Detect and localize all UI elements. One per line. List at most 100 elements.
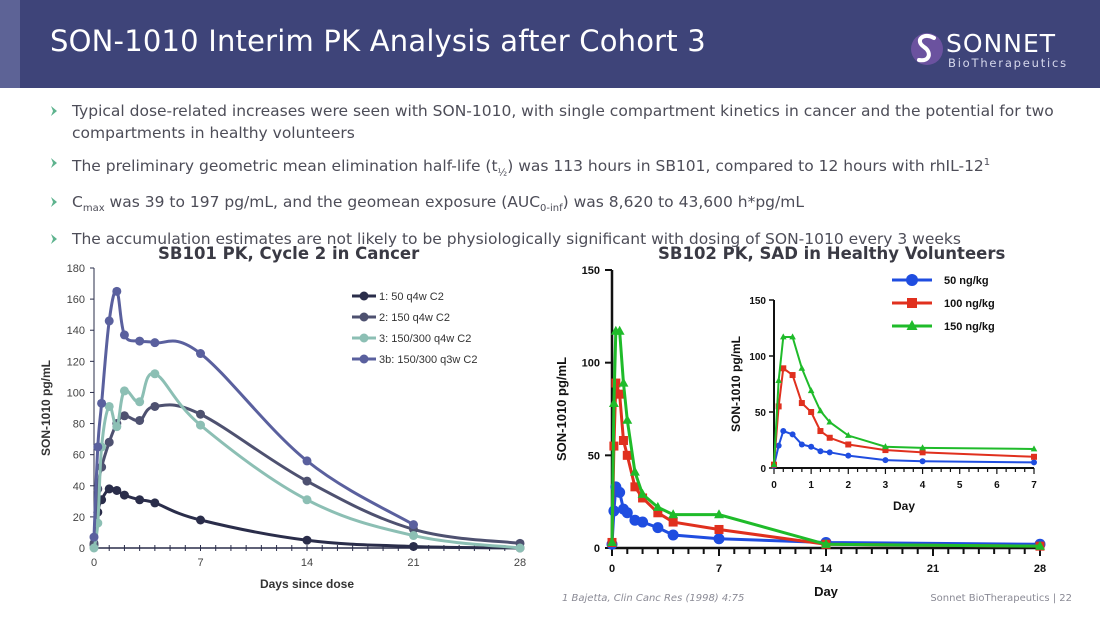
chart2-x-tick-label: 7 [716,563,722,575]
inset-series-line [773,335,1035,465]
chart1-y-tick-label: 20 [73,512,85,524]
chart1-data-point [196,409,205,419]
inset-x-tick-label: 6 [994,480,1000,491]
chart2-y-tick-label: 0 [594,543,600,555]
inset-data-point [780,365,787,372]
chart2-legend-label: 150 ng/kg [944,321,995,333]
chart1-legend-marker [359,291,369,301]
chart1-x-tick-label: 21 [407,557,419,569]
chart1-data-point [409,531,418,541]
inset-data-point [919,449,926,456]
bullet-subscript: max [82,203,105,215]
chart1-legend-marker [359,312,369,322]
inset-data-point [844,431,852,438]
inset-series-line [773,366,1035,465]
chart1-data-point [135,495,145,505]
chart1-y-tick-label: 120 [67,356,85,368]
chart2-data-point [714,524,724,534]
chart1-y-tick-label: 160 [67,294,85,306]
chart1-data-point [89,532,99,542]
inset-data-point [798,364,806,371]
chart2-data-point [618,377,629,387]
chart2-y-axis-label: SON-1010 pg/mL [554,357,569,461]
chart2-x-tick-label: 0 [609,563,615,575]
sb101-pk-chart: 0 20 40 60 80 100 120 140 160 180 0 7 14 21 28 Days sin… [39,263,526,591]
inset-x-tick-label: 4 [920,480,926,491]
chart1-data-point [112,286,122,296]
chart2-data-point [668,517,678,527]
chart1-data-point [302,535,312,545]
chart2-data-point [652,501,663,511]
inset-x-tick-label: 3 [883,480,889,491]
inset-x-tick-label: 5 [957,480,963,491]
chart1-data-point [135,336,145,346]
inset-data-point [919,444,926,451]
chart2-data-point [614,486,626,498]
chart2-data-point [653,508,663,518]
bullet-text: Typical dose-related increases were seen… [72,102,1054,142]
header-accent-stripe [0,0,20,88]
inset-data-point [1031,453,1037,460]
chart2-x-tick-label: 21 [927,563,939,575]
chart2-legend-label: 50 ng/kg [944,275,989,287]
inset-data-point [808,409,815,415]
inset-data-point [882,457,889,464]
chart2-x-axis-label: Day [814,584,839,598]
inset-data-point [775,377,782,384]
chart2-data-point [621,507,633,519]
chart2-data-point [667,529,679,541]
chart1-data-point [104,401,114,411]
chart1-data-point [302,476,312,486]
chart2-x-tick-label: 28 [1034,563,1046,575]
inset-data-point [826,434,833,441]
inset-x-tick-label: 7 [1031,480,1037,491]
chart1-y-tick-label: 40 [73,481,85,493]
chart1-data-point [196,515,205,525]
chart1-y-tick-label: 80 [73,419,85,431]
bullet-text: ) was 8,620 to 43,600 h*pg/mL [562,193,804,212]
chart1-legend-label: 3b: 150/300 q3w C2 [379,354,477,366]
chart2-data-point [614,325,625,335]
inset-data-point [807,387,815,394]
chart2-legend-marker [906,320,918,330]
chart1-y-axis-label: SON-1010 pg/mL [39,360,53,456]
bullet-arrow-icon [51,157,57,168]
inset-data-point [789,431,796,438]
chart1-data-point [135,415,145,425]
chart2-data-point [622,414,633,424]
chart1-data-point [97,398,107,408]
chart2-y-tick-label: 150 [582,265,600,277]
inset-data-point [826,449,833,456]
logo-wordmark: SONNET [946,29,1057,58]
inset-data-point [770,461,778,468]
inset-data-point [826,418,834,425]
inset-x-tick-label: 2 [846,480,852,491]
chart2-legend-marker [907,298,917,308]
logo-tagline: BioTherapeutics [948,56,1068,70]
bullet-text: was 39 to 197 pg/mL, and the geomean exp… [104,193,541,212]
bullet-text: ) was 113 hours in SB101, compared to 12… [507,156,984,175]
inset-data-point [775,442,782,449]
chart2-data-point [618,436,628,446]
chart1-legend-label: 2: 150 q4w C2 [379,312,450,324]
chart1-series-line [92,403,521,545]
chart1-y-tick-label: 60 [73,450,85,462]
bullet-list: Typical dose-related increases were seen… [50,100,1070,257]
chart1-y-tick-label: 0 [79,543,85,555]
chart1-data-point [409,541,418,551]
chart1-data-point [150,498,160,508]
chart1-legend-marker [359,354,369,364]
bullet-item: The accumulation estimates are not likel… [50,228,1070,250]
chart2-data-point [630,482,640,492]
bullet-item: Typical dose-related increases were seen… [50,100,1070,144]
inset-data-point [780,428,787,435]
bullet-arrow-icon [51,106,57,116]
sonnet-logo-icon [911,33,943,65]
inset-y-tick-label: 150 [749,296,766,307]
chart1-legend-label: 3: 150/300 q4w C2 [379,333,471,345]
chart1-data-point [150,401,160,411]
chart2-data-point [615,389,625,399]
chart1-y-tick-label: 100 [67,387,85,399]
chart2-y-tick-label: 100 [582,358,600,370]
